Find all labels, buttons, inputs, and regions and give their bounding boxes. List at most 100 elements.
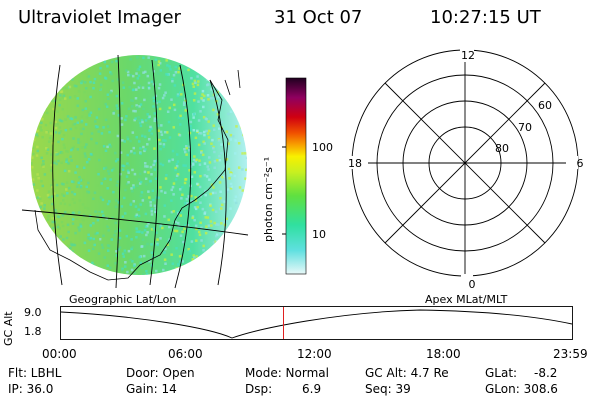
speckle-pixel — [95, 141, 98, 145]
speckle-pixel — [47, 238, 51, 241]
speckle-pixel — [204, 65, 208, 68]
speckle-pixel — [162, 139, 165, 142]
speckle-pixel — [238, 106, 242, 110]
speckle-pixel — [33, 103, 37, 106]
speckle-pixel — [179, 214, 183, 217]
speckle-pixel — [67, 260, 70, 264]
speckle-pixel — [134, 205, 138, 208]
speckle-pixel — [72, 253, 75, 257]
speckle-pixel — [73, 192, 77, 196]
speckle-pixel — [76, 121, 80, 125]
speckle-pixel — [246, 112, 247, 116]
speckle-pixel — [47, 195, 51, 199]
speckle-pixel — [143, 162, 147, 165]
speckle-pixel — [146, 165, 149, 168]
speckle-pixel — [46, 218, 50, 222]
speckle-pixel — [215, 234, 218, 238]
speckle-pixel — [241, 152, 244, 155]
speckle-pixel — [238, 267, 241, 270]
speckle-pixel — [192, 116, 195, 119]
speckle-pixel — [45, 152, 49, 155]
speckle-pixel — [152, 82, 156, 86]
speckle-pixel — [153, 117, 157, 120]
speckle-pixel — [130, 150, 133, 153]
speckle-pixel — [220, 203, 224, 207]
speckle-pixel — [197, 230, 201, 234]
speckle-pixel — [52, 178, 56, 182]
speckle-pixel — [64, 128, 68, 132]
speckle-pixel — [219, 73, 223, 76]
speckle-pixel — [161, 226, 164, 230]
speckle-pixel — [219, 207, 223, 210]
speckle-pixel — [54, 208, 57, 212]
speckle-pixel — [140, 191, 144, 194]
speckle-pixel — [58, 227, 61, 230]
speckle-pixel — [112, 190, 115, 194]
speckle-pixel — [233, 93, 236, 96]
speckle-pixel — [110, 238, 114, 241]
speckle-pixel — [146, 123, 149, 127]
speckle-pixel — [192, 85, 196, 88]
speckle-pixel — [58, 126, 62, 129]
dsp-status-label: Dsp: — [245, 382, 273, 396]
speckle-pixel — [34, 91, 37, 94]
speckle-pixel — [234, 195, 238, 198]
speckle-pixel — [109, 266, 112, 270]
speckle-pixel — [198, 55, 201, 58]
speckle-pixel — [211, 272, 214, 275]
speckle-pixel — [219, 196, 222, 200]
speckle-pixel — [184, 224, 187, 227]
speckle-pixel — [214, 265, 218, 269]
speckle-pixel — [146, 242, 149, 246]
speckle-pixel — [182, 101, 186, 104]
speckle-pixel — [194, 160, 197, 163]
speckle-pixel — [172, 193, 175, 196]
speckle-pixel — [114, 159, 118, 163]
speckle-pixel — [107, 249, 110, 252]
colorbar-unit-label: photon cm⁻²s⁻¹ — [262, 156, 275, 242]
colorbar — [282, 77, 307, 275]
speckle-pixel — [182, 83, 185, 87]
speckle-pixel — [136, 184, 139, 188]
speckle-pixel — [250, 103, 253, 106]
speckle-pixel — [61, 137, 64, 141]
speckle-pixel — [101, 238, 104, 241]
speckle-pixel — [87, 75, 91, 78]
speckle-pixel — [141, 199, 145, 202]
speckle-pixel — [127, 171, 130, 174]
speckle-pixel — [130, 238, 133, 241]
speckle-pixel — [81, 108, 85, 112]
speckle-pixel — [35, 197, 38, 200]
speckle-pixel — [121, 164, 124, 167]
speckle-pixel — [213, 221, 216, 225]
speckle-pixel — [212, 186, 215, 189]
speckle-pixel — [104, 272, 107, 275]
speckle-pixel — [31, 184, 33, 187]
speckle-pixel — [248, 200, 251, 203]
speckle-pixel — [238, 107, 241, 111]
speckle-pixel — [194, 199, 198, 202]
speckle-pixel — [229, 207, 232, 210]
speckle-pixel — [31, 156, 34, 159]
speckle-pixel — [235, 269, 239, 272]
speckle-pixel — [74, 231, 77, 235]
speckle-pixel — [96, 231, 99, 235]
speckle-pixel — [179, 234, 183, 237]
speckle-pixel — [229, 182, 233, 186]
speckle-pixel — [240, 253, 243, 257]
speckle-pixel — [31, 162, 33, 165]
speckle-pixel — [39, 81, 42, 85]
speckle-pixel — [201, 207, 205, 211]
speckle-pixel — [124, 261, 127, 264]
speckle-pixel — [155, 269, 158, 273]
speckle-pixel — [229, 173, 233, 176]
altitude-plot — [60, 306, 573, 340]
altitude-ylabel: GC Alt — [2, 311, 15, 346]
speckle-pixel — [85, 185, 88, 189]
speckle-pixel — [94, 210, 97, 213]
speckle-pixel — [245, 135, 247, 139]
speckle-pixel — [88, 67, 92, 70]
speckle-pixel — [193, 171, 196, 174]
speckle-pixel — [82, 178, 85, 182]
speckle-pixel — [74, 126, 78, 130]
